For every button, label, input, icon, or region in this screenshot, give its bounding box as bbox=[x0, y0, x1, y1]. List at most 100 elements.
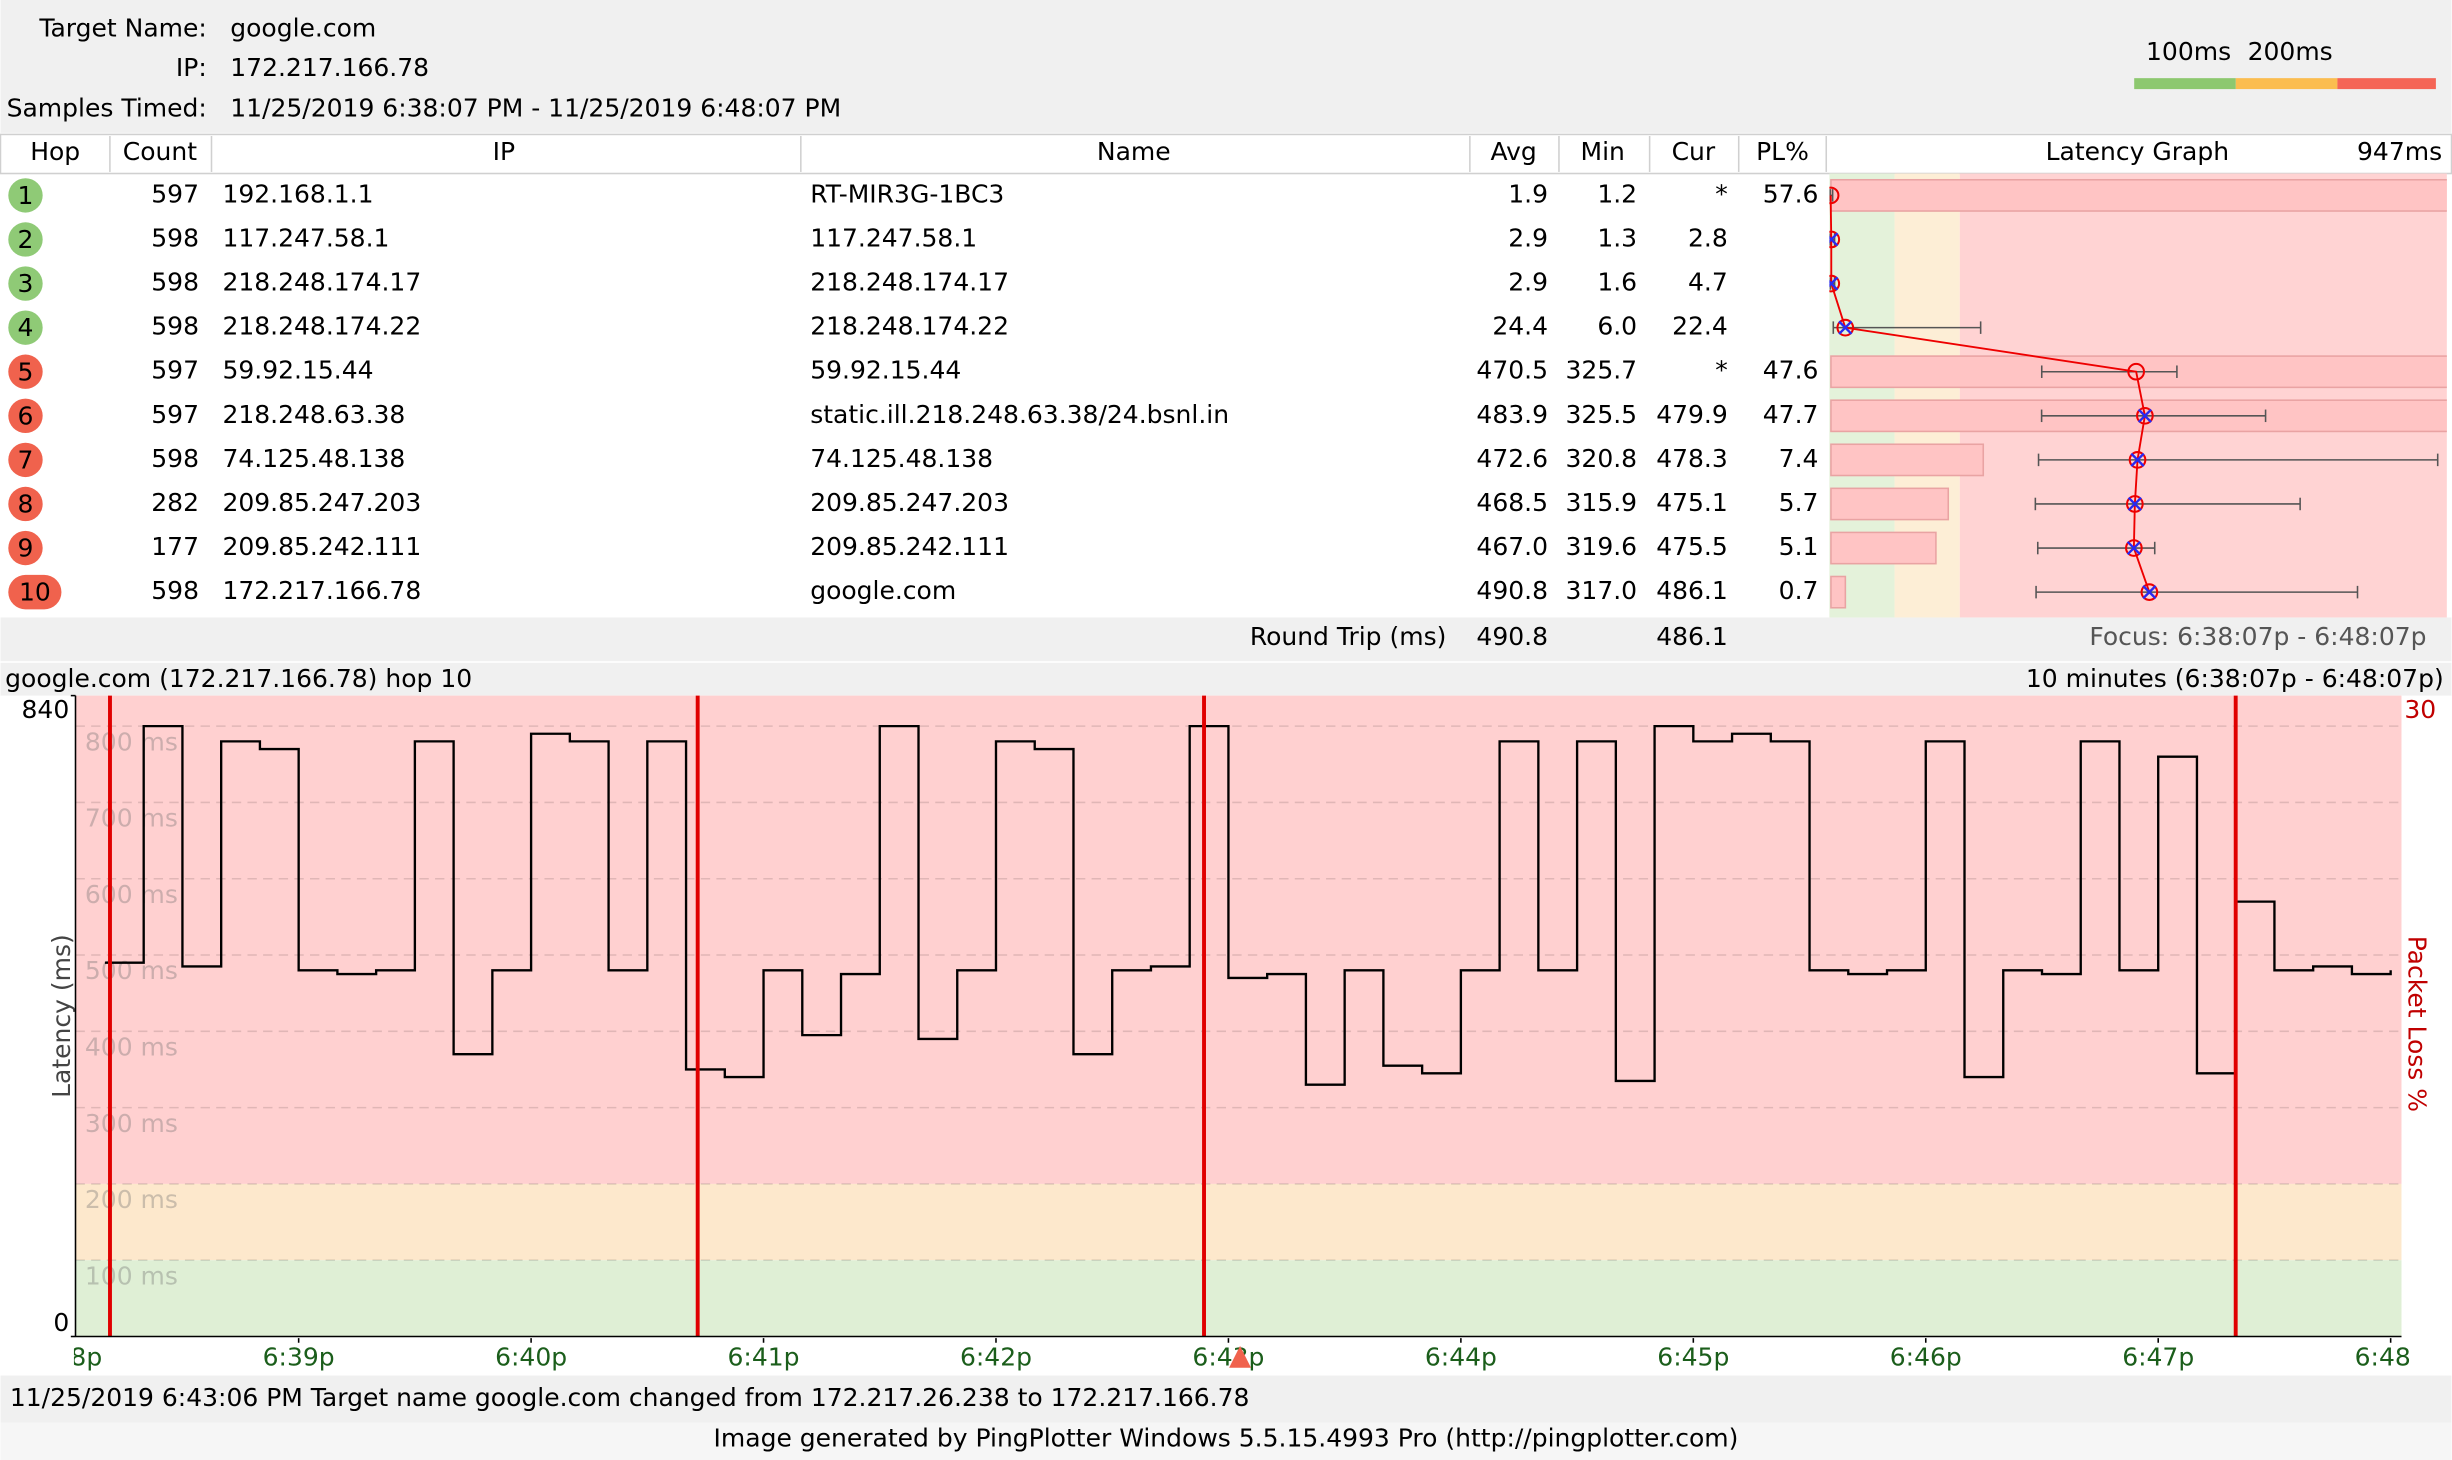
cur: 479.9 bbox=[1656, 400, 1728, 429]
count: 282 bbox=[151, 488, 199, 517]
band-red bbox=[75, 695, 2402, 1184]
cur-marker bbox=[2130, 452, 2145, 467]
avg: 470.5 bbox=[1476, 356, 1548, 385]
y-grid-label: 600 ms bbox=[85, 880, 178, 909]
packet-loss: 5.7 bbox=[1779, 488, 1819, 517]
ip: 172.217.166.78 bbox=[222, 576, 421, 605]
header-bg bbox=[0, 0, 2452, 133]
hop-badge bbox=[8, 530, 43, 566]
scale-label: 200ms bbox=[2248, 37, 2333, 66]
x-tick-label: 6:42p bbox=[960, 1342, 1032, 1371]
avg: 472.6 bbox=[1476, 444, 1548, 473]
avg-marker bbox=[2128, 451, 2147, 469]
y-grid-label: 100 ms bbox=[85, 1261, 178, 1290]
min: 320.8 bbox=[1566, 444, 1638, 473]
label: Samples Timed: bbox=[7, 93, 207, 122]
y2-tick-label: 30 bbox=[2404, 695, 2436, 724]
y-grid-label: 300 ms bbox=[85, 1109, 178, 1138]
hop-number: 2 bbox=[18, 225, 34, 254]
avg-marker bbox=[2127, 362, 2145, 381]
column-header: Avg bbox=[1490, 137, 1536, 166]
x-tick-label: 6:45p bbox=[1657, 1342, 1729, 1371]
label: Target Name: bbox=[38, 14, 206, 43]
hop-number: 9 bbox=[18, 534, 34, 563]
count: 177 bbox=[151, 532, 199, 561]
hop-badge bbox=[8, 354, 43, 389]
cur: * bbox=[1715, 179, 1728, 208]
ip: 192.168.1.1 bbox=[222, 179, 373, 208]
round-trip-label: Round Trip (ms) bbox=[1250, 622, 1447, 651]
count: 597 bbox=[151, 400, 199, 429]
ip: 74.125.48.138 bbox=[222, 444, 405, 473]
hop-number: 10 bbox=[19, 578, 51, 607]
count: 598 bbox=[151, 576, 199, 605]
min: 317.0 bbox=[1566, 576, 1638, 605]
cur-marker bbox=[2142, 585, 2157, 600]
ip: 218.248.174.17 bbox=[222, 268, 421, 297]
x-tick-label: 6:40p bbox=[495, 1342, 567, 1371]
status-bg bbox=[0, 1375, 2452, 1423]
event-marker bbox=[1229, 1345, 1251, 1368]
column-header: Count bbox=[123, 137, 197, 166]
label: IP: bbox=[176, 53, 207, 82]
mini-band bbox=[1959, 173, 2447, 618]
count: 597 bbox=[151, 356, 199, 385]
cur-marker bbox=[2127, 496, 2142, 512]
avg-marker bbox=[1829, 274, 1841, 293]
packet-loss: 47.6 bbox=[1763, 356, 1819, 385]
cur: 486.1 bbox=[1656, 576, 1728, 605]
cur: 478.3 bbox=[1656, 444, 1728, 473]
y2-axis-label: Packet Loss % bbox=[2403, 936, 2432, 1112]
packet-loss-bar bbox=[1830, 443, 1985, 477]
ip: 218.248.174.22 bbox=[222, 312, 421, 341]
hop-number: 8 bbox=[18, 490, 34, 519]
count: 598 bbox=[151, 268, 199, 297]
status-text: 11/25/2019 6:43:06 PM Target name google… bbox=[10, 1383, 1250, 1412]
column-header: Cur bbox=[1672, 137, 1716, 166]
name: 209.85.247.203 bbox=[810, 488, 1009, 517]
hop-badge bbox=[8, 178, 43, 213]
avg-marker bbox=[1836, 318, 1855, 337]
round-trip-cur: 486.1 bbox=[1656, 622, 1728, 651]
name: RT-MIR3G-1BC3 bbox=[810, 179, 1004, 208]
hop-badge bbox=[8, 310, 43, 345]
round-trip-avg: 490.8 bbox=[1476, 622, 1548, 651]
hop-badge bbox=[8, 398, 43, 433]
band-green bbox=[75, 1260, 2402, 1337]
packet-loss-bar bbox=[1830, 487, 1950, 521]
y-grid-label: 700 ms bbox=[85, 804, 178, 833]
name: 117.247.58.1 bbox=[810, 223, 977, 252]
packet-loss: 47.7 bbox=[1763, 400, 1819, 429]
ip: 117.247.58.1 bbox=[222, 223, 389, 252]
hop-badge bbox=[8, 486, 43, 522]
packet-loss: 7.4 bbox=[1779, 444, 1819, 473]
hop-number: 3 bbox=[18, 269, 34, 298]
x-tick-label: 6:38p bbox=[30, 1342, 102, 1371]
chart-subtitle: 10 minutes (6:38:07p - 6:48:07p) bbox=[2026, 664, 2444, 693]
cur-marker bbox=[1838, 320, 1853, 335]
min: 325.7 bbox=[1566, 356, 1638, 385]
column-header: PL% bbox=[1756, 137, 1809, 166]
avg: 24.4 bbox=[1492, 312, 1548, 341]
x-ticks: 6:38p 6:39p 6:40p 6:41p 6:42p 6:43p 6:44p 6:45p… bbox=[30, 1338, 2409, 1371]
cur-marker bbox=[1829, 276, 1839, 291]
name: 74.125.48.138 bbox=[810, 444, 993, 473]
hop-badge bbox=[8, 442, 43, 478]
count: 598 bbox=[151, 312, 199, 341]
cur: 2.8 bbox=[1688, 223, 1728, 252]
hop-number: 1 bbox=[18, 181, 34, 210]
packet-loss-bar bbox=[1830, 531, 1937, 565]
cur-marker bbox=[2126, 540, 2141, 556]
count: 598 bbox=[151, 223, 199, 252]
min: 315.9 bbox=[1566, 488, 1638, 517]
y-grid-label: 200 ms bbox=[85, 1185, 178, 1214]
name: 218.248.174.22 bbox=[810, 312, 1009, 341]
hop-number: 5 bbox=[18, 357, 34, 386]
value: google.com bbox=[230, 14, 376, 43]
name: google.com bbox=[810, 576, 956, 605]
cur-marker bbox=[2137, 408, 2152, 423]
band-yellow bbox=[75, 1183, 2402, 1261]
scale-swatch bbox=[2134, 78, 2236, 90]
